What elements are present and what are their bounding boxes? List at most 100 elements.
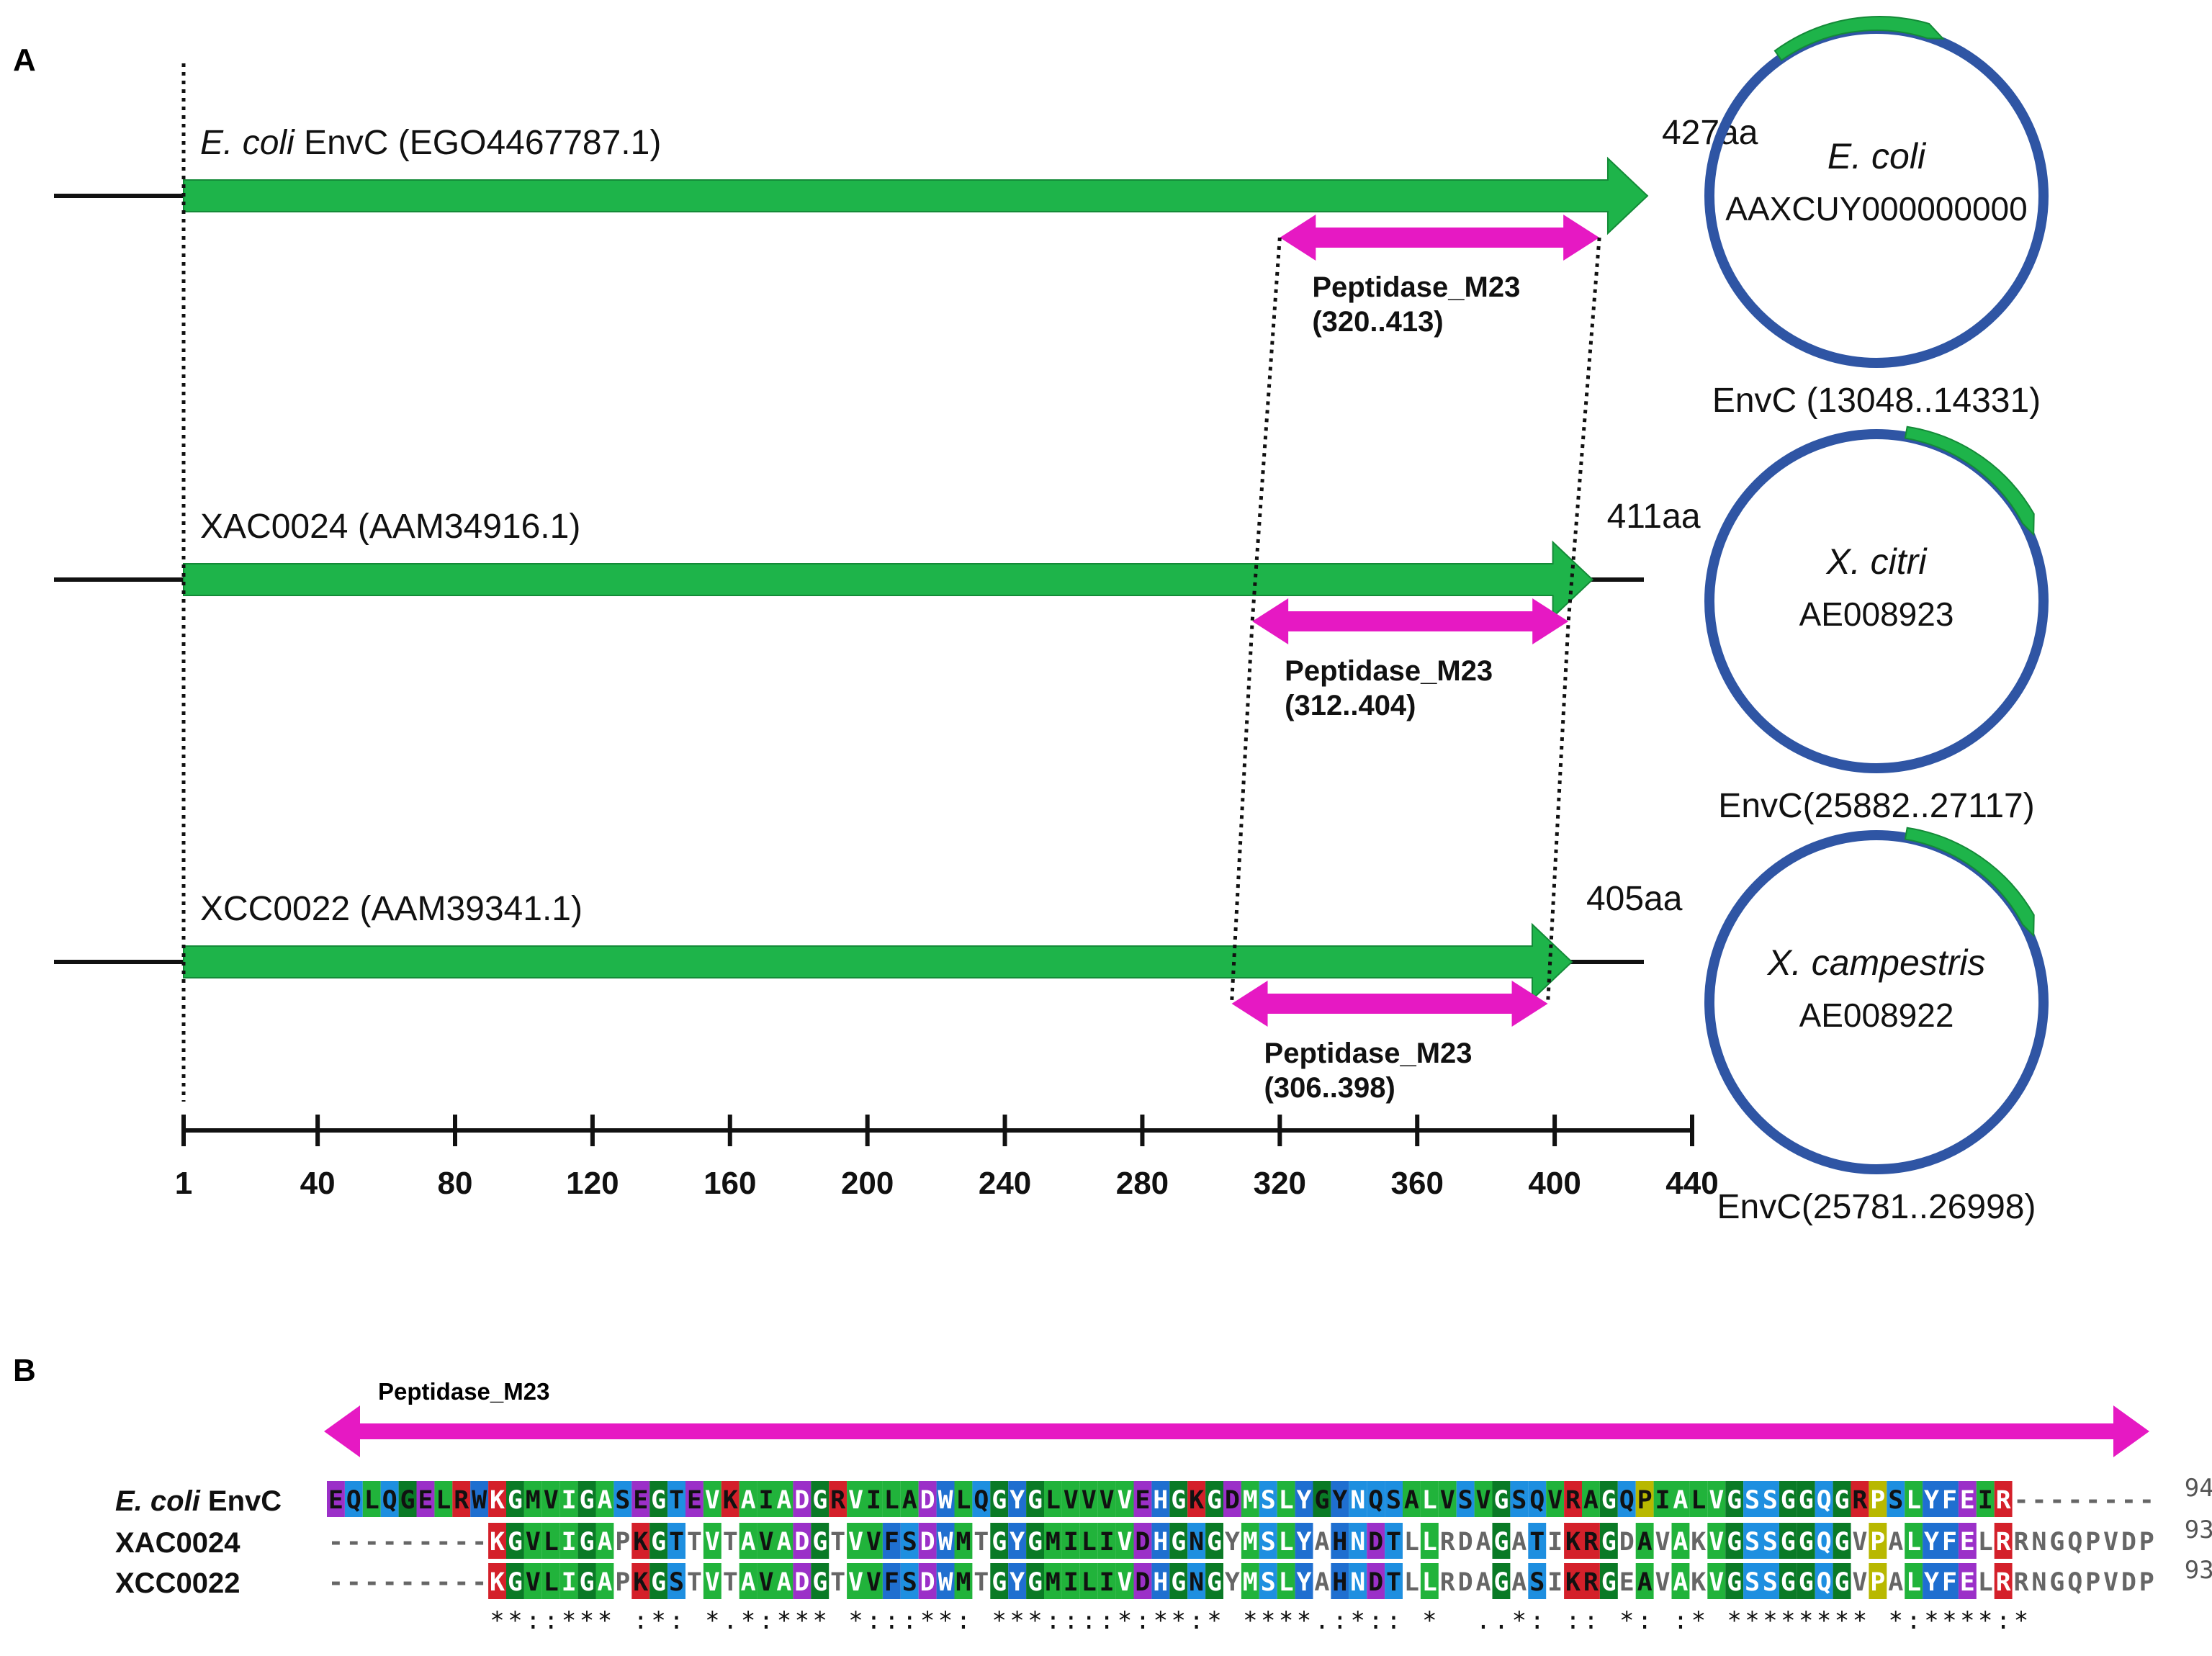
- residue: Y: [1924, 1568, 1939, 1597]
- residue: P: [1637, 1486, 1653, 1515]
- residue: Q: [2067, 1568, 2082, 1597]
- protein-length: 405aa: [1586, 880, 1683, 918]
- genome-species: E. coli: [1827, 136, 1927, 176]
- residue: G: [1799, 1486, 1814, 1515]
- consensus-symbol: *: [705, 1606, 719, 1635]
- axis-tick-label: 200: [841, 1166, 894, 1201]
- residue: G: [1799, 1528, 1814, 1557]
- residue-cell: [1815, 1481, 1833, 1517]
- residue: R: [1583, 1528, 1599, 1557]
- residue-cell: [739, 1481, 757, 1517]
- residue-cell: [1635, 1481, 1654, 1517]
- residue: E: [687, 1486, 702, 1515]
- residue: S: [1763, 1528, 1778, 1557]
- residue-cell: [1546, 1481, 1565, 1517]
- residue: V: [1547, 1486, 1563, 1515]
- residue: -: [364, 1568, 379, 1597]
- residue-cell: [1456, 1481, 1475, 1517]
- domain-end-guide: [1546, 237, 1601, 1004]
- residue: Q: [346, 1486, 361, 1515]
- residue-cell: [667, 1481, 685, 1517]
- residue-cell: [595, 1481, 614, 1517]
- residue: Q: [1529, 1486, 1545, 1515]
- residue-cell: [793, 1523, 811, 1559]
- residue-cell: [1582, 1563, 1600, 1599]
- residue: G: [400, 1486, 415, 1515]
- residue-cell: [631, 1481, 650, 1517]
- residue: E: [1960, 1568, 1975, 1597]
- residue-cell: [1923, 1563, 1941, 1599]
- residue: G: [1171, 1528, 1186, 1557]
- residue-cell: [1474, 1481, 1493, 1517]
- residue-cell: [1420, 1523, 1439, 1559]
- residue-cell: [1313, 1481, 1331, 1517]
- residue-cell: [1187, 1481, 1206, 1517]
- residue-cell: [1223, 1481, 1241, 1517]
- residue: A: [741, 1528, 756, 1557]
- residue: L: [1046, 1486, 1061, 1515]
- residue: V: [759, 1568, 774, 1597]
- consensus-symbol: :: [902, 1606, 917, 1635]
- residue-cell: [1671, 1523, 1690, 1559]
- residue-cell: [416, 1481, 435, 1517]
- residue-cell: [577, 1563, 596, 1599]
- sequence-id: XCC0022: [115, 1567, 240, 1599]
- consensus-symbol: :: [1064, 1606, 1078, 1635]
- residue: -: [382, 1568, 397, 1597]
- residue: -: [328, 1528, 343, 1557]
- residue-cell: [918, 1481, 937, 1517]
- residue: -: [328, 1568, 343, 1597]
- residue: G: [1727, 1528, 1742, 1557]
- residue-cell: [1869, 1563, 1887, 1599]
- residue: I: [1547, 1528, 1563, 1557]
- residue-cell: [1097, 1523, 1116, 1559]
- sequence-id: EnvC: [200, 1485, 282, 1517]
- residue-cell: [1528, 1481, 1547, 1517]
- residue: V: [1852, 1528, 1867, 1557]
- residue-cell: [1241, 1563, 1259, 1599]
- residue: S: [669, 1568, 684, 1597]
- domain-start-guide: [1230, 237, 1282, 1004]
- residue: L: [436, 1486, 451, 1515]
- protein-length: 411aa: [1607, 498, 1701, 536]
- residue-cell: [1707, 1481, 1726, 1517]
- residue: V: [1709, 1528, 1724, 1557]
- residue-cell: [1349, 1563, 1367, 1599]
- residue: G: [1781, 1486, 1796, 1515]
- residue: W: [472, 1486, 487, 1515]
- residue-cell: [1994, 1481, 2013, 1517]
- residue-cell: [649, 1523, 668, 1559]
- residue: G: [580, 1486, 595, 1515]
- residue: D: [920, 1528, 935, 1557]
- residue: K: [490, 1486, 505, 1515]
- consensus-symbol: *: [651, 1606, 665, 1635]
- residue-cell: [1564, 1481, 1582, 1517]
- residue: V: [1655, 1568, 1671, 1597]
- residue: F: [1942, 1568, 1957, 1597]
- residue: K: [490, 1528, 505, 1557]
- residue-cell: [1941, 1563, 1959, 1599]
- residue: V: [1440, 1486, 1455, 1515]
- residue-cell: [1797, 1481, 1815, 1517]
- residue: G: [580, 1568, 595, 1597]
- genome-map-2: X. citri AE008923 EnvC(25882..27117): [1704, 426, 2049, 825]
- residue-cell: [1707, 1523, 1726, 1559]
- residue-cell: [1833, 1481, 1851, 1517]
- residue-cell: [1671, 1563, 1690, 1599]
- residue: V: [1064, 1486, 1079, 1515]
- residue: Y: [1225, 1528, 1240, 1557]
- residue: K: [723, 1486, 738, 1515]
- residue: E: [1960, 1486, 1975, 1515]
- residue: Y: [1010, 1486, 1025, 1515]
- residue-cell: [344, 1481, 363, 1517]
- residue: -: [2014, 1486, 2029, 1515]
- residue: V: [848, 1568, 863, 1597]
- residue: D: [1619, 1528, 1635, 1557]
- residue: V: [2103, 1528, 2118, 1557]
- residue: H: [1153, 1528, 1168, 1557]
- residue: -: [472, 1528, 487, 1557]
- residue: A: [1673, 1486, 1688, 1515]
- axis-tick-label: 80: [438, 1166, 473, 1201]
- residue-cell: [1295, 1523, 1313, 1559]
- residue: G: [651, 1486, 666, 1515]
